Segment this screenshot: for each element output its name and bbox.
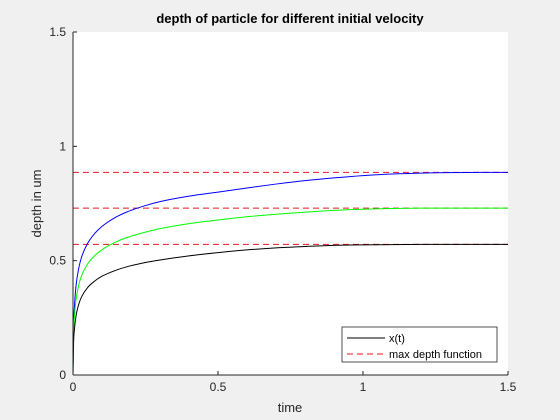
x-tick-label: 0 bbox=[70, 380, 77, 394]
series-line-0 bbox=[72, 171, 508, 376]
x-ticks: 0 0.5 1 1.5 bbox=[70, 371, 517, 394]
y-tick-label: 0 bbox=[59, 368, 66, 382]
x-axis-title: time bbox=[278, 400, 303, 415]
chart-title: depth of particle for different initial … bbox=[156, 11, 424, 26]
legend-box bbox=[341, 326, 498, 363]
x-tick-label: 0.5 bbox=[210, 380, 227, 394]
legend: x(t) max depth function bbox=[341, 326, 498, 363]
y-axis-title: depth in um bbox=[29, 170, 44, 238]
legend-label-xt: x(t) bbox=[389, 333, 405, 345]
x-tick-label: 1 bbox=[360, 380, 367, 394]
series-line-2 bbox=[72, 243, 508, 376]
y-tick-label: 1 bbox=[59, 139, 66, 153]
y-tick-label: 1.5 bbox=[49, 25, 66, 39]
series-line-1 bbox=[72, 207, 508, 376]
plot-area bbox=[73, 32, 508, 375]
series-lines bbox=[72, 171, 508, 376]
x-tick-label: 1.5 bbox=[500, 380, 517, 394]
y-tick-label: 0.5 bbox=[49, 254, 66, 268]
y-ticks: 0 0.5 1 1.5 bbox=[49, 25, 77, 382]
legend-label-max-depth: max depth function bbox=[389, 349, 482, 361]
